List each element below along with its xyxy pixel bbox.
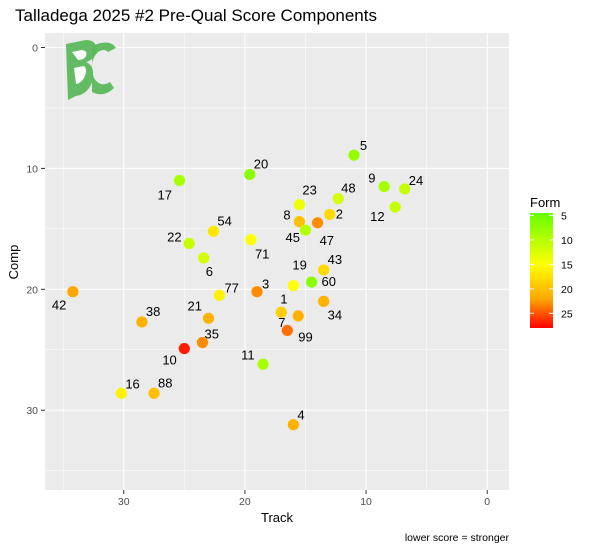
data-point-22 xyxy=(183,237,195,249)
point-label-48: 48 xyxy=(341,181,355,196)
data-point-16 xyxy=(115,387,127,399)
data-point-54 xyxy=(207,225,219,237)
data-point-20 xyxy=(244,168,256,181)
data-point-2 xyxy=(324,208,336,220)
point-label-1: 1 xyxy=(280,291,287,306)
x-tick-label: 20 xyxy=(239,496,251,508)
point-label-34: 34 xyxy=(328,307,342,322)
point-label-22: 22 xyxy=(167,229,181,244)
data-point-8 xyxy=(293,216,306,228)
data-point-34 xyxy=(318,295,330,307)
point-label-43: 43 xyxy=(328,252,342,267)
point-label-99: 99 xyxy=(298,329,312,344)
point-label-6: 6 xyxy=(206,264,213,279)
point-label-16: 16 xyxy=(125,376,139,391)
point-label-9: 9 xyxy=(368,171,375,186)
data-point-21 xyxy=(202,312,215,324)
chart-title: Talladega 2025 #2 Pre-Qual Score Compone… xyxy=(15,6,377,25)
legend-tick-label: 25 xyxy=(561,308,573,320)
data-point-45 xyxy=(299,224,312,236)
legend-tick-label: 15 xyxy=(561,259,573,271)
plot-panel xyxy=(45,33,509,490)
data-point-19 xyxy=(287,280,299,292)
point-label-20: 20 xyxy=(254,156,268,171)
point-label-23: 23 xyxy=(302,183,316,198)
y-axis-ticks: 0 10 20 30 xyxy=(26,43,45,417)
legend-tick-label: 5 xyxy=(561,210,567,222)
data-point-38 xyxy=(136,316,148,328)
y-tick-label: 10 xyxy=(26,163,38,175)
data-point-1 xyxy=(275,306,287,318)
data-points xyxy=(67,149,411,431)
x-tick-label: 0 xyxy=(484,496,490,508)
data-point-12 xyxy=(389,201,401,213)
x-axis-ticks: 30 20 10 0 xyxy=(118,490,490,508)
point-label-19: 19 xyxy=(292,258,306,273)
y-tick-label: 30 xyxy=(26,405,38,417)
point-label-35: 35 xyxy=(204,327,218,342)
logo-bc xyxy=(66,40,116,100)
data-point-48 xyxy=(332,193,344,205)
data-point-4 xyxy=(287,419,299,431)
data-point-35 xyxy=(196,336,209,349)
point-label-12: 12 xyxy=(370,209,384,224)
data-point-17 xyxy=(173,174,186,187)
y-tick-label: 0 xyxy=(32,43,38,55)
point-label-71: 71 xyxy=(255,247,269,262)
data-point-24 xyxy=(399,183,411,195)
data-point-71 xyxy=(245,234,257,246)
point-label-88: 88 xyxy=(158,375,172,390)
point-label-7: 7 xyxy=(278,315,285,330)
data-point-7 xyxy=(292,310,304,322)
point-label-24: 24 xyxy=(409,173,423,188)
data-point-60 xyxy=(305,276,318,288)
point-label-10: 10 xyxy=(162,353,176,368)
point-label-60: 60 xyxy=(322,274,336,289)
data-point-43 xyxy=(318,264,330,276)
point-label-42: 42 xyxy=(52,298,66,313)
legend-tick-label: 20 xyxy=(561,284,573,296)
data-point-5 xyxy=(348,149,360,161)
data-point-3 xyxy=(251,286,263,298)
point-label-5: 5 xyxy=(360,138,367,153)
point-label-54: 54 xyxy=(217,213,231,228)
data-point-99 xyxy=(281,324,293,337)
legend-ticks: 5 10 15 20 25 xyxy=(530,210,573,320)
data-point-23 xyxy=(293,199,306,211)
x-axis-title: Track xyxy=(261,510,294,525)
legend-tick-label: 10 xyxy=(561,235,573,247)
legend: Form 5 10 15 20 25 xyxy=(530,195,573,328)
point-label-11: 11 xyxy=(241,347,255,362)
point-label-4: 4 xyxy=(297,408,304,423)
point-label-17: 17 xyxy=(157,187,171,202)
y-tick-label: 20 xyxy=(26,284,38,296)
point-label-47: 47 xyxy=(320,233,334,248)
data-point-77 xyxy=(213,289,226,301)
point-label-38: 38 xyxy=(146,304,160,319)
point-label-2: 2 xyxy=(336,206,343,221)
gridlines xyxy=(45,33,509,490)
point-label-45: 45 xyxy=(285,230,299,245)
legend-colorbar xyxy=(530,213,553,328)
data-point-9 xyxy=(378,180,390,193)
point-label-77: 77 xyxy=(224,280,238,295)
data-point-88 xyxy=(148,387,160,399)
legend-title: Form xyxy=(530,195,560,210)
data-point-11 xyxy=(257,358,269,370)
x-tick-label: 10 xyxy=(360,496,372,508)
y-axis-title: Comp xyxy=(6,245,21,280)
point-label-8: 8 xyxy=(283,208,290,223)
data-point-10 xyxy=(178,342,190,355)
point-label-3: 3 xyxy=(262,277,269,292)
data-point-47 xyxy=(311,217,324,229)
data-point-42 xyxy=(67,286,79,298)
data-point-6 xyxy=(198,252,210,264)
caption: lower score = stronger xyxy=(405,532,510,544)
x-tick-label: 30 xyxy=(118,496,130,508)
point-label-21: 21 xyxy=(188,298,202,313)
